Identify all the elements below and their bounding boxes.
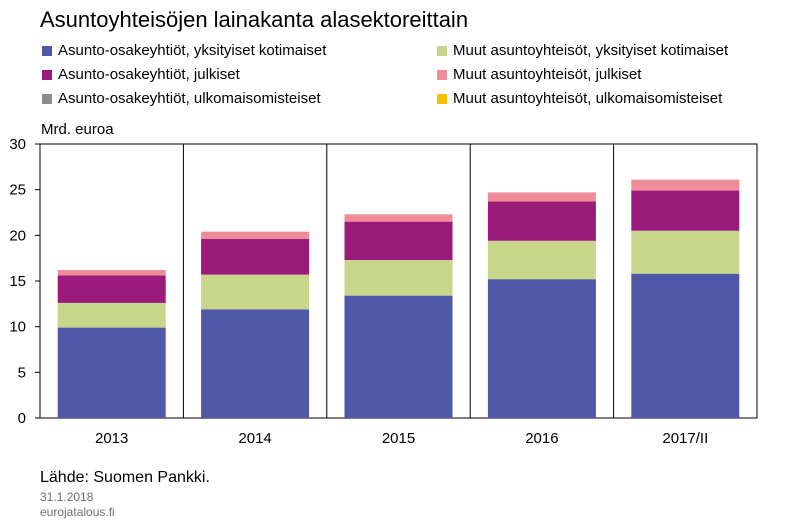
y-tick-label: 0: [18, 410, 26, 427]
bar-segment: [487, 279, 596, 418]
legend-swatch-aoy-julkiset: [42, 69, 52, 80]
legend-swatch-aoy-ulkomaiset: [42, 93, 52, 104]
x-tick-label: 2014: [238, 430, 271, 447]
publish-date: 31.1.2018: [40, 490, 94, 504]
source-note: Lähde: Suomen Pankki.: [40, 469, 210, 486]
legend-label-aoy-yksityiset: Asunto-osakeyhtiöt, yksityiset kotimaise…: [58, 42, 327, 59]
bar-segment: [201, 231, 310, 239]
x-tick-label: 2013: [95, 430, 128, 447]
bar-segment: [631, 179, 740, 191]
legend-label-aoy-julkiset: Asunto-osakeyhtiöt, julkiset: [58, 66, 240, 83]
legend-swatch-muut-ulkomaiset: [437, 93, 447, 104]
bar-segment: [631, 273, 740, 418]
bar-segment: [487, 192, 596, 202]
legend-label-muut-ulkomaiset: Muut asuntoyhteisöt, ulkomaisomisteiset: [453, 90, 723, 107]
bar-segment: [201, 309, 310, 418]
bar-segment: [344, 214, 453, 222]
chart-title: Asuntoyhteisöjen lainakanta alasektoreit…: [40, 7, 469, 32]
y-tick-label: 20: [9, 227, 26, 244]
bar-segment: [344, 259, 453, 296]
x-tick-label: 2016: [525, 430, 558, 447]
y-tick-label: 10: [9, 319, 26, 336]
site-name: eurojatalous.fi: [40, 505, 115, 519]
y-tick-label: 25: [9, 182, 26, 199]
bar-segment: [57, 270, 166, 276]
bar-segment: [631, 190, 740, 231]
y-tick-label: 15: [9, 273, 26, 290]
y-tick-label: 30: [9, 136, 26, 153]
bar-segment: [57, 327, 166, 418]
legend-item-muut-yksityiset: Muut asuntoyhteisöt, yksityiset kotimais…: [437, 42, 728, 59]
legend-item-muut-julkiset: Muut asuntoyhteisöt, julkiset: [437, 66, 641, 83]
bar-segment: [487, 240, 596, 280]
y-tick-label: 5: [18, 364, 26, 381]
legend-swatch-muut-yksityiset: [437, 45, 447, 56]
legend-item-aoy-julkiset: Asunto-osakeyhtiöt, julkiset: [42, 66, 240, 83]
x-tick-label: 2015: [382, 430, 415, 447]
legend-label-aoy-ulkomaiset: Asunto-osakeyhtiöt, ulkomaisomisteiset: [58, 90, 321, 107]
y-axis-unit-label: Mrd. euroa: [41, 121, 114, 138]
bar-segment: [57, 275, 166, 303]
bar-segment: [631, 230, 740, 274]
x-tick-label: 2017/II: [662, 430, 708, 447]
legend-item-aoy-yksityiset: Asunto-osakeyhtiöt, yksityiset kotimaise…: [42, 42, 326, 59]
legend-swatch-muut-julkiset: [437, 69, 447, 80]
bar-segment: [344, 221, 453, 260]
legend-label-muut-yksityiset: Muut asuntoyhteisöt, yksityiset kotimais…: [453, 42, 729, 59]
legend-item-aoy-ulkomaiset: Asunto-osakeyhtiöt, ulkomaisomisteiset: [42, 90, 321, 107]
legend-swatch-aoy-yksityiset: [42, 45, 52, 56]
legend-item-muut-ulkomaiset: Muut asuntoyhteisöt, ulkomaisomisteiset: [437, 90, 722, 107]
bar-segment: [57, 302, 166, 328]
legend-label-muut-julkiset: Muut asuntoyhteisöt, julkiset: [453, 66, 642, 83]
bar-segment: [201, 274, 310, 310]
bar-segment: [344, 295, 453, 418]
bar-segment: [487, 201, 596, 241]
bar-segment: [201, 238, 310, 275]
